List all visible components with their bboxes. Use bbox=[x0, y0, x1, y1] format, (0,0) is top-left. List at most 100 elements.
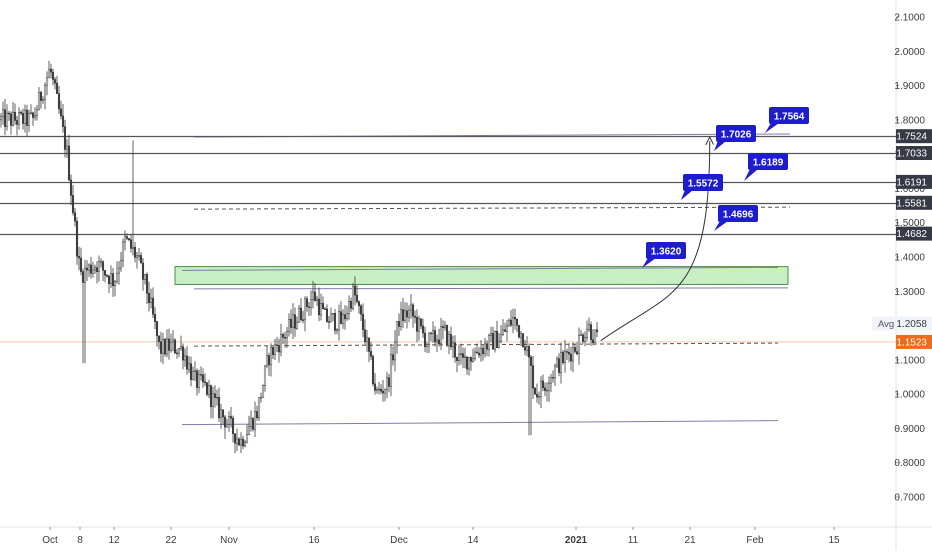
candle bbox=[141, 258, 145, 291]
candle bbox=[55, 75, 59, 94]
candle bbox=[585, 320, 589, 342]
x-tick-label: 12 bbox=[108, 535, 120, 546]
candle bbox=[175, 348, 179, 359]
candle bbox=[397, 313, 401, 336]
dashed-level-lower[interactable] bbox=[193, 342, 779, 347]
candle bbox=[21, 108, 25, 130]
y-axis[interactable]: 2.10002.00001.90001.80001.70001.60001.50… bbox=[894, 13, 925, 504]
candle bbox=[389, 343, 393, 397]
candle bbox=[191, 366, 195, 381]
candle bbox=[127, 238, 131, 242]
candle bbox=[443, 320, 447, 331]
candle bbox=[99, 257, 103, 268]
candle bbox=[25, 104, 29, 136]
candle bbox=[57, 85, 61, 114]
candle bbox=[573, 343, 577, 354]
candle bbox=[401, 298, 405, 329]
channel-bottom-line[interactable] bbox=[181, 420, 779, 426]
candle bbox=[391, 346, 395, 366]
candle bbox=[15, 116, 19, 136]
candle bbox=[239, 432, 243, 453]
channel-mid-line[interactable] bbox=[193, 287, 789, 290]
candle bbox=[231, 415, 235, 443]
candle bbox=[23, 104, 27, 133]
candle bbox=[35, 105, 39, 121]
candle bbox=[445, 324, 449, 348]
candle bbox=[245, 424, 249, 444]
candle bbox=[353, 276, 357, 306]
candle bbox=[51, 68, 55, 86]
x-tick-label: 15 bbox=[828, 535, 840, 546]
candle bbox=[337, 304, 341, 341]
candle bbox=[459, 343, 463, 365]
candle bbox=[393, 330, 397, 372]
price-callout[interactable]: 1.3620 bbox=[642, 242, 686, 268]
x-axis[interactable]: Oct 8 12 22 Nov 16 Dec 14 2021 11 21 Feb 15 bbox=[42, 527, 840, 546]
x-tick-label: 22 bbox=[165, 535, 177, 546]
candle bbox=[213, 385, 217, 408]
price-callout[interactable]: 1.4696 bbox=[714, 205, 758, 231]
avg-tag: Avg 1.2058 bbox=[872, 316, 932, 331]
candle bbox=[503, 322, 507, 332]
candle bbox=[515, 318, 519, 332]
candle bbox=[449, 326, 453, 351]
candle bbox=[89, 256, 93, 279]
resistance-zone[interactable] bbox=[174, 266, 789, 285]
x-tick-label: 16 bbox=[308, 535, 320, 546]
candle bbox=[45, 71, 49, 96]
candle bbox=[321, 296, 325, 310]
candle bbox=[5, 104, 9, 131]
candle bbox=[423, 326, 427, 352]
price-tag-label: 1.7033 bbox=[896, 149, 927, 160]
candle bbox=[461, 347, 465, 369]
candle bbox=[273, 338, 277, 361]
channel-top-line[interactable] bbox=[181, 266, 779, 271]
candle bbox=[63, 119, 67, 158]
candle bbox=[529, 355, 533, 436]
candle bbox=[437, 328, 441, 347]
candle bbox=[71, 185, 75, 216]
price-callout[interactable]: 1.5572 bbox=[681, 174, 723, 200]
candle bbox=[227, 411, 231, 432]
candle bbox=[223, 415, 227, 439]
candle bbox=[373, 373, 377, 395]
candle bbox=[559, 342, 563, 384]
candle bbox=[121, 238, 125, 268]
price-callout[interactable]: 1.7026 bbox=[714, 125, 756, 151]
candle bbox=[505, 319, 509, 342]
candle bbox=[77, 246, 81, 271]
candle bbox=[163, 337, 167, 357]
candle bbox=[441, 320, 445, 340]
candle bbox=[281, 332, 285, 344]
candle bbox=[357, 300, 361, 314]
candle bbox=[331, 313, 335, 322]
candle bbox=[49, 63, 53, 79]
candle bbox=[531, 356, 535, 400]
candle bbox=[111, 267, 115, 297]
y-tick-label: 1.0000 bbox=[894, 390, 925, 401]
candle bbox=[263, 364, 267, 392]
dashed-level-upper[interactable] bbox=[193, 206, 791, 210]
price-callout[interactable]: 1.7564 bbox=[765, 107, 809, 133]
candle bbox=[255, 405, 259, 421]
candle bbox=[513, 308, 517, 330]
candle bbox=[59, 100, 63, 120]
candle bbox=[557, 353, 561, 377]
candle bbox=[13, 103, 17, 125]
avg-prefix: Avg bbox=[878, 319, 894, 330]
candle bbox=[85, 260, 89, 282]
candle bbox=[69, 174, 73, 206]
projection-arrow[interactable] bbox=[600, 141, 710, 342]
candle bbox=[533, 387, 537, 395]
candle bbox=[377, 381, 381, 395]
price-callout[interactable]: 1.6189 bbox=[744, 153, 788, 181]
candle bbox=[367, 337, 371, 363]
candle bbox=[339, 301, 343, 325]
candle bbox=[343, 305, 347, 330]
candle bbox=[205, 382, 209, 397]
candle bbox=[0, 113, 3, 128]
candle bbox=[575, 342, 579, 356]
candle bbox=[349, 297, 353, 313]
candle bbox=[251, 416, 255, 432]
